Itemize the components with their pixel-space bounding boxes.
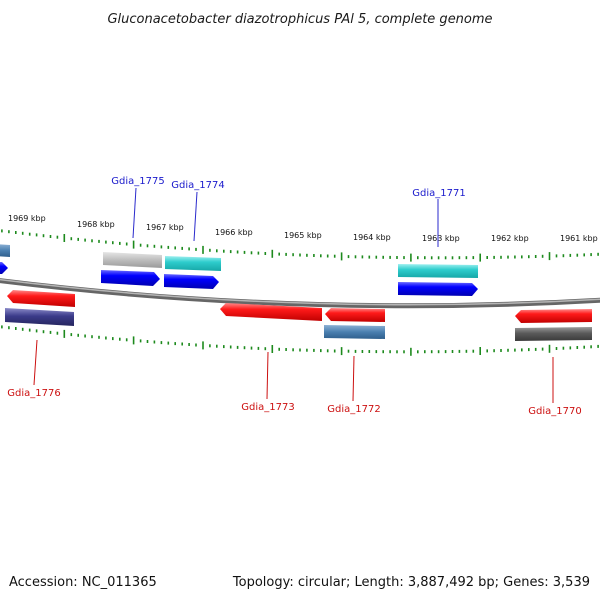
connector-gdia-1772 [352,355,355,402]
gene-label-gdia-1774[interactable]: Gdia_1774 [171,180,224,191]
gene-arrow-gdia-1770[interactable] [515,309,592,323]
scale-label-1966: 1966 kbp [215,228,253,237]
scale-label-1969: 1969 kbp [8,214,46,223]
genome-summary-text: Topology: circular; Length: 3,887,492 bp… [232,575,590,590]
gene-label-gdia-1771[interactable]: Gdia_1771 [412,188,465,199]
inner-scale-ticks [1,325,599,356]
gene-label-gdia-1773[interactable]: Gdia_1773 [241,402,294,413]
gene-label-gdia-1776[interactable]: Gdia_1776 [7,388,60,399]
gene-label-gdia-1775[interactable]: Gdia_1775 [111,176,164,187]
scale-label-1962: 1962 kbp [491,234,529,243]
connector-gdia-1774 [193,191,198,242]
forward-features [0,244,478,296]
connector-gdia-1773 [266,351,269,400]
reverse-features [5,290,592,341]
scale-label-1965: 1965 kbp [284,231,322,240]
accession-text: Accession: NC_011365 [9,575,157,590]
scale-label-1961: 1961 kbp [560,234,598,243]
outer-scale-ticks [1,229,599,262]
gene-block-gdia-1771[interactable] [398,264,478,278]
gene-block-gdia-1772[interactable] [324,325,385,339]
scale-label-1967: 1967 kbp [146,223,184,232]
genome-backbone [0,278,600,309]
gene-arrow-gdia-1773[interactable] [220,303,322,321]
gene-arrow-blue-edge[interactable] [0,262,8,274]
gene-arrow-blue-b[interactable] [164,274,219,289]
connector-gdia-1776 [33,339,38,386]
scale-label-1964: 1964 kbp [353,233,391,242]
label-connectors [33,187,554,403]
map-title: Gluconacetobacter diazotrophicus PAl 5, … [107,12,492,27]
gene-label-gdia-1770[interactable]: Gdia_1770 [528,406,581,417]
gene-block-gdia-1774[interactable] [165,256,221,271]
gene-block-gdia-1770[interactable] [515,327,592,341]
gene-label-gdia-1772[interactable]: Gdia_1772 [327,404,380,415]
gene-arrow-red-gdia-1776[interactable] [7,290,75,307]
scale-labels: 1969 kbp 1968 kbp 1967 kbp 1966 kbp 1965… [8,214,598,243]
gene-arrow-gdia-1772[interactable] [325,308,385,322]
scale-label-1968: 1968 kbp [77,220,115,229]
gene-block-steel-edge[interactable] [0,244,10,257]
gene-labels: Gdia_1775 Gdia_1774 Gdia_1771 Gdia_1776 … [7,176,581,417]
scale-label-1963: 1963 kbp [422,234,460,243]
gene-block-gdia-1775[interactable] [103,252,162,268]
connector-gdia-1775 [132,187,137,239]
gene-arrow-blue-c[interactable] [398,282,478,296]
gene-block-gdia-1776[interactable] [5,308,74,326]
gene-arrow-blue-a[interactable] [101,270,160,286]
genome-backbone-highlight [0,278,600,306]
